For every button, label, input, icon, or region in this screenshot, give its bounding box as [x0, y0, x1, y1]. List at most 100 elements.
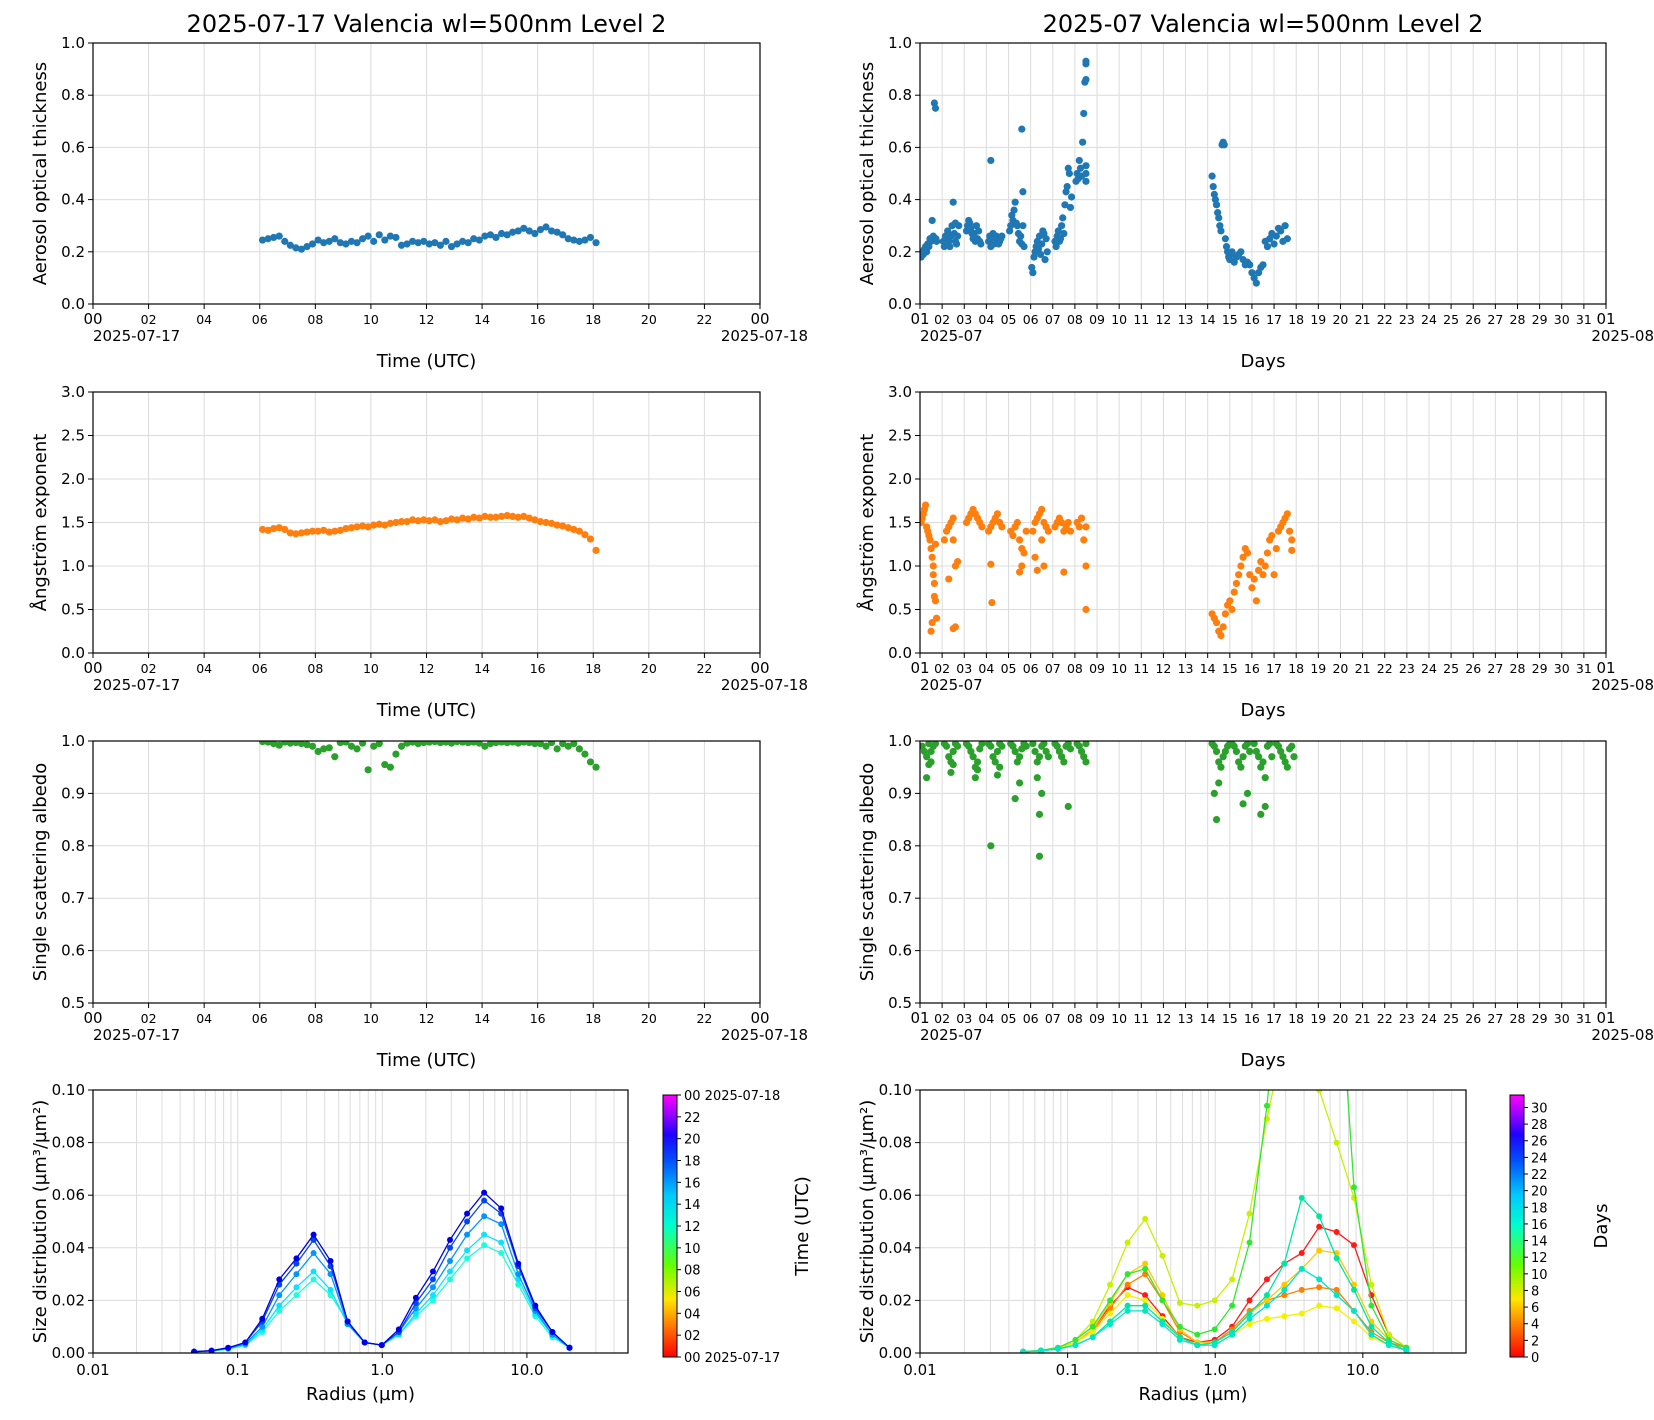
x-tick-label: 09 [1089, 312, 1105, 327]
data-point [275, 524, 283, 532]
data-point [342, 741, 350, 746]
x-tick-label: 18 [585, 312, 601, 327]
data-point [1283, 235, 1291, 243]
data-point [392, 233, 400, 242]
series-point [498, 1250, 505, 1257]
data-point [1283, 510, 1291, 518]
colorbar-tick-label: 16 [684, 1176, 701, 1191]
data-point [1018, 562, 1026, 570]
series-point [498, 1221, 505, 1228]
data-point [270, 741, 278, 748]
data-point [542, 518, 550, 527]
series-point [1368, 1281, 1375, 1288]
data-layer [258, 741, 600, 774]
x-tick-label: 13 [1178, 1011, 1194, 1026]
series-point [1194, 1342, 1201, 1349]
data-point [987, 156, 995, 165]
x-tick-label: 31 [1576, 661, 1592, 676]
data-point [1290, 0, 1297, 4]
data-point [1272, 232, 1280, 240]
data-point [1038, 240, 1046, 248]
data-point [931, 741, 940, 748]
data-point [503, 741, 511, 747]
x-tick-label: 21 [1355, 312, 1371, 327]
x-tick-label: 14 [1200, 1011, 1216, 1026]
data-point [1272, 545, 1280, 553]
data-layer [258, 223, 600, 253]
y-axis-label: Size distribution (µm³/µm²) [857, 1100, 878, 1343]
series-point [515, 1271, 522, 1278]
data-point [514, 513, 522, 521]
data-point [331, 527, 339, 535]
y-tick-label: 1.0 [61, 34, 85, 52]
y-axis-label: Single scattering albedo [30, 763, 51, 981]
data-point [1232, 747, 1241, 756]
x-tick-label: 12 [419, 312, 435, 327]
series-point [1089, 1318, 1096, 1325]
series-point [1089, 1334, 1096, 1341]
data-point [581, 750, 589, 758]
series-point [1333, 1229, 1340, 1236]
x-tick-label: 16 [1244, 1011, 1260, 1026]
data-point [1059, 214, 1067, 222]
data-point [520, 512, 528, 521]
x-tick-label: 20 [641, 1011, 657, 1026]
y-tick-label: 0.8 [61, 837, 85, 855]
colorbar-label: Days [1591, 1204, 1612, 1249]
data-point [1044, 753, 1052, 761]
series-point [549, 1328, 556, 1335]
data-point [928, 216, 936, 225]
data-point [431, 239, 439, 247]
data-point [1044, 527, 1052, 535]
series-point [1263, 1297, 1270, 1304]
data-point [570, 525, 578, 534]
data-point [1019, 222, 1027, 230]
series-point [1298, 1310, 1305, 1317]
data-point [1270, 240, 1278, 248]
x-tick-label: 27 [1487, 1011, 1503, 1026]
data-point [370, 521, 378, 529]
data-point [1243, 741, 1252, 748]
series-point [208, 1347, 215, 1353]
series-point [1142, 1302, 1149, 1309]
y-tick-label: 0.0 [888, 644, 912, 662]
x-tick-label: 08 [1067, 1011, 1083, 1026]
data-point [977, 240, 985, 248]
data-point [951, 219, 960, 227]
data-point [993, 771, 1002, 779]
x-tick-label: 08 [307, 1011, 323, 1026]
data-point [1067, 193, 1076, 201]
data-point [1217, 632, 1225, 640]
y-tick-label: 0.0 [61, 295, 85, 313]
x-tick-label: 12 [419, 1011, 435, 1026]
data-point [325, 744, 333, 752]
series-point [1316, 1247, 1323, 1254]
y-tick-label: 2.5 [888, 427, 912, 445]
data-point [509, 228, 517, 236]
data-point [1018, 125, 1026, 133]
data-point [470, 513, 478, 521]
series-point [259, 1323, 266, 1330]
series-point [276, 1292, 283, 1299]
data-point [1217, 227, 1225, 235]
data-point [932, 237, 941, 245]
series-point [1281, 1292, 1288, 1299]
data-point [514, 741, 522, 747]
data-point [570, 741, 578, 748]
colorbar-tick-label: 20 [684, 1133, 701, 1148]
data-point [1082, 605, 1090, 614]
data-point [331, 235, 339, 243]
series-point [1229, 1302, 1236, 1309]
colorbar-tick-label: 10 [1531, 1268, 1548, 1283]
data-point [925, 760, 933, 769]
data-point [275, 741, 283, 749]
series-point [1333, 1286, 1340, 1293]
data-point [1011, 198, 1019, 206]
data-point [1268, 531, 1276, 540]
data-point [949, 760, 957, 769]
x-tick-label: 23 [1399, 1011, 1415, 1026]
series-point [361, 1339, 368, 1346]
x-tick-label: 15 [1222, 661, 1238, 676]
series-point [1403, 1347, 1410, 1353]
x-date-right: 2025-07-18 [721, 676, 808, 694]
